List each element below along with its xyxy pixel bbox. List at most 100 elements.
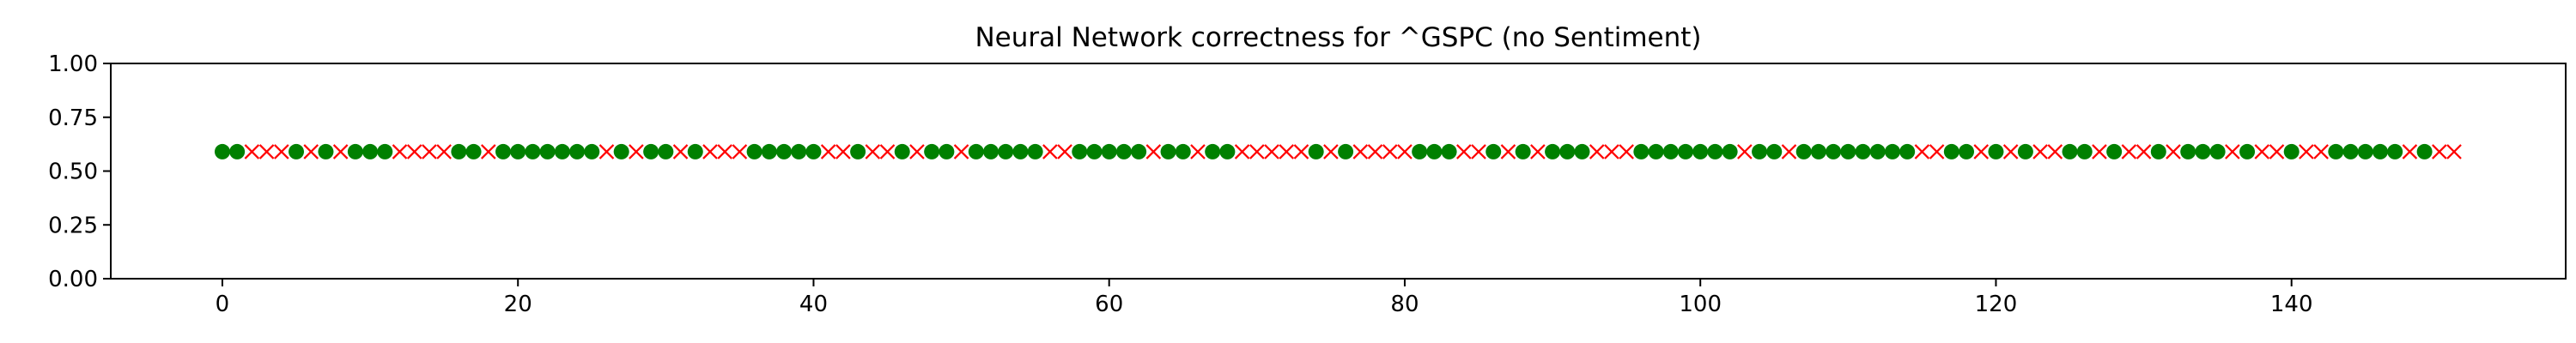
correct-point: [347, 143, 363, 159]
correct-point: [1219, 143, 1236, 159]
correct-point: [613, 143, 629, 159]
incorrect-point: [1057, 144, 1072, 159]
incorrect-point: [1293, 144, 1309, 159]
correct-point: [2017, 143, 2033, 159]
correct-point: [924, 143, 940, 159]
correct-point: [1884, 143, 1900, 159]
incorrect-point: [332, 144, 349, 159]
correct-point: [2328, 143, 2344, 159]
x-axis: 0 20 40 60 80 100 120 140: [216, 279, 2313, 317]
incorrect-point: [1352, 144, 1369, 159]
correct-point: [2209, 143, 2226, 159]
correct-point: [2062, 143, 2078, 159]
incorrect-point: [1589, 144, 1605, 159]
correct-point: [1752, 143, 1768, 159]
incorrect-point: [2313, 144, 2329, 159]
incorrect-point: [436, 144, 452, 159]
x-tick-label: 20: [504, 292, 532, 317]
correct-point: [451, 143, 467, 159]
incorrect-point: [1973, 144, 1990, 159]
correct-point: [1810, 143, 1826, 159]
incorrect-point: [2446, 144, 2462, 159]
incorrect-point: [629, 144, 644, 159]
incorrect-point: [303, 144, 319, 159]
correct-point: [229, 143, 246, 159]
incorrect-point: [732, 144, 748, 159]
correct-point: [539, 143, 556, 159]
correct-point: [1574, 143, 1590, 159]
correct-point: [584, 143, 600, 159]
correct-point: [2106, 143, 2123, 159]
correct-point: [687, 143, 703, 159]
correct-point: [1012, 143, 1029, 159]
correct-point: [1840, 143, 1856, 159]
correct-point: [2372, 143, 2388, 159]
correct-point: [1205, 143, 1221, 159]
plot-frame: [110, 63, 2567, 280]
incorrect-point: [1500, 144, 1516, 159]
correct-point: [939, 143, 955, 159]
correct-point: [569, 143, 586, 159]
correct-point: [1485, 143, 1502, 159]
x-tick-label: 60: [1095, 292, 1123, 317]
correct-point: [2239, 143, 2256, 159]
correct-point: [1899, 143, 1916, 159]
correct-point: [318, 143, 334, 159]
correct-point: [2195, 143, 2211, 159]
correct-point: [2416, 143, 2433, 159]
correct-point: [805, 143, 822, 159]
incorrect-point: [2225, 144, 2240, 159]
correct-point: [1308, 143, 1324, 159]
incorrect-point: [1530, 144, 1546, 159]
incorrect-point: [1781, 144, 1797, 159]
correct-point: [510, 143, 526, 159]
incorrect-point: [1249, 144, 1265, 159]
correct-point: [1826, 143, 1842, 159]
y-tick-label: 0.50: [48, 159, 98, 185]
incorrect-point: [909, 144, 925, 159]
correct-point: [2357, 143, 2373, 159]
incorrect-point: [2269, 144, 2285, 159]
incorrect-point: [1145, 144, 1162, 159]
correct-point: [214, 143, 230, 159]
x-tick-label: 100: [1679, 292, 1722, 317]
incorrect-point: [2002, 144, 2019, 159]
correct-point: [1175, 143, 1191, 159]
incorrect-point: [1737, 144, 1753, 159]
correct-point: [2387, 143, 2403, 159]
correct-point: [658, 143, 674, 159]
correct-point: [1766, 143, 1783, 159]
x-tick-label: 40: [799, 292, 828, 317]
correct-point: [850, 143, 866, 159]
incorrect-point: [2402, 144, 2418, 159]
incorrect-point: [835, 144, 851, 159]
y-tick-label: 0.75: [48, 105, 98, 131]
chart-title: Neural Network correctness for ^GSPC (no…: [975, 22, 1701, 53]
correct-point: [1707, 143, 1723, 159]
correct-point: [377, 143, 393, 159]
correct-point: [1101, 143, 1117, 159]
correct-point: [1943, 143, 1959, 159]
incorrect-point: [2047, 144, 2063, 159]
incorrect-point: [1264, 144, 1279, 159]
correct-point: [1795, 143, 1812, 159]
incorrect-point: [1367, 144, 1383, 159]
incorrect-point: [672, 144, 689, 159]
correct-point: [1648, 143, 1664, 159]
incorrect-point: [2166, 144, 2181, 159]
data-marks: [214, 143, 2462, 159]
incorrect-point: [1914, 144, 1930, 159]
incorrect-point: [717, 144, 732, 159]
correct-point: [362, 143, 379, 159]
y-tick-label: 0.00: [48, 267, 98, 292]
correct-point: [1515, 143, 1531, 159]
incorrect-point: [1456, 144, 1472, 159]
correct-point: [1338, 143, 1354, 159]
incorrect-point: [1042, 144, 1058, 159]
y-axis: 0.00 0.25 0.50 0.75 1.00: [48, 51, 111, 292]
correct-point: [1869, 143, 1886, 159]
correct-point: [1722, 143, 1738, 159]
correct-point: [2342, 143, 2359, 159]
correct-point: [1426, 143, 1443, 159]
correct-point: [289, 143, 305, 159]
